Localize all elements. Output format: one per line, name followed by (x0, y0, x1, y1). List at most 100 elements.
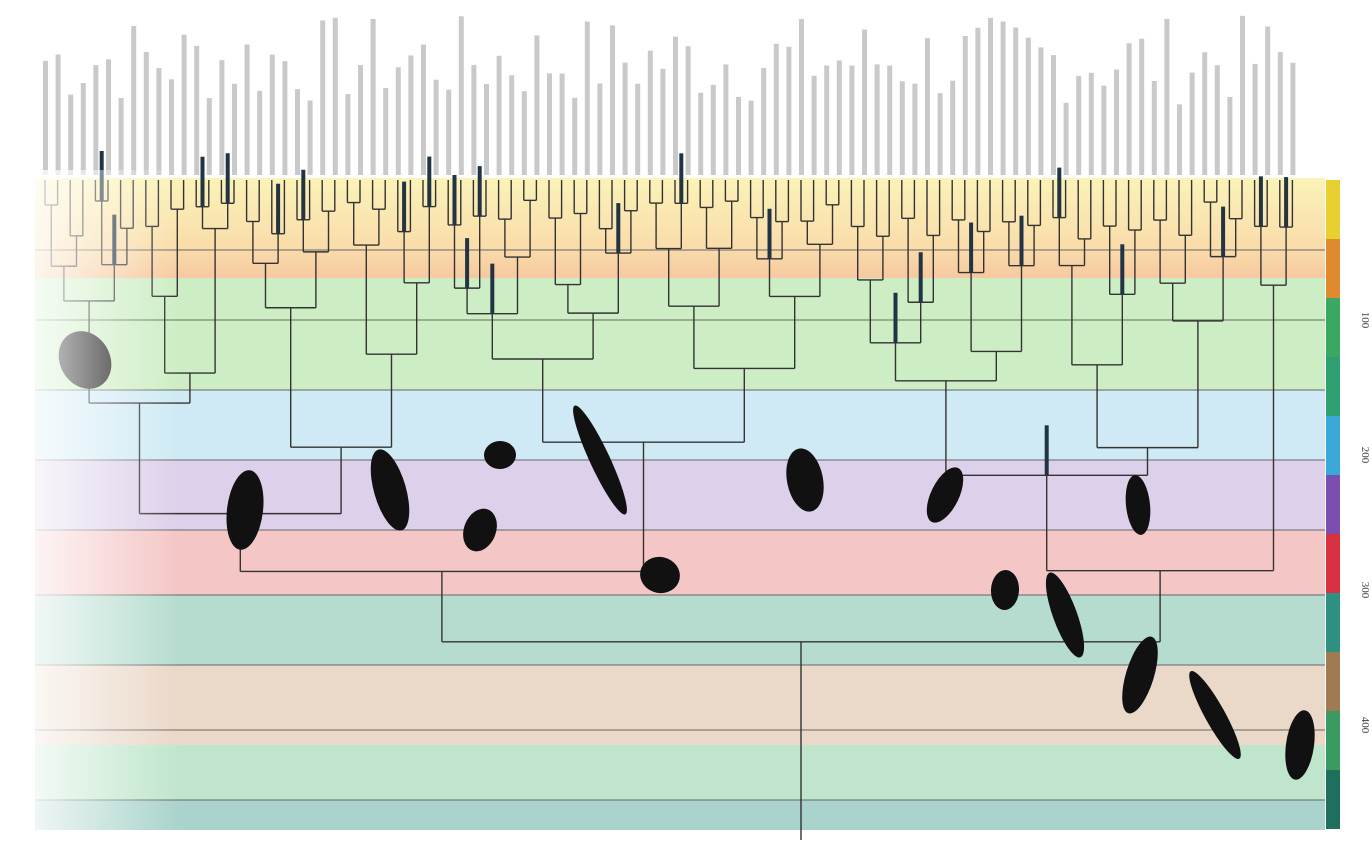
leaf-label (471, 65, 476, 175)
range-bar (894, 293, 898, 343)
range-bar (1020, 216, 1024, 266)
leaf-label (686, 46, 691, 175)
leaf-label (106, 59, 111, 175)
range-bar (679, 153, 683, 203)
range-bar (465, 238, 469, 288)
leaf-label (497, 56, 502, 175)
leaf-label (1265, 26, 1270, 175)
leaf-label (975, 28, 980, 175)
band (35, 530, 1325, 595)
leaf-label (119, 98, 124, 175)
leaf-label (371, 19, 376, 175)
range-bar (768, 209, 772, 259)
range-bar (919, 252, 923, 302)
leaf-label (938, 93, 943, 175)
leaf-label (660, 69, 665, 175)
leaf-label (232, 84, 237, 175)
leaf-label (308, 100, 313, 175)
leaf-label (723, 64, 728, 175)
scale-segment (1326, 357, 1340, 416)
leaf-label (1013, 28, 1018, 175)
leaf-label (245, 45, 250, 175)
scale-segment (1326, 475, 1340, 534)
time-label: 100 (1359, 312, 1371, 329)
scale-segment (1326, 534, 1340, 593)
leaf-label (799, 19, 804, 175)
range-bar (402, 182, 406, 232)
leaf-label (295, 89, 300, 175)
leaf-label (1202, 52, 1207, 175)
leaf-label (736, 97, 741, 175)
leaf-label (207, 98, 212, 175)
leaf-label (534, 35, 539, 175)
leaf-label (837, 60, 842, 175)
leaf-label (1253, 64, 1258, 175)
leaf-label (484, 84, 489, 175)
leaf-label (333, 18, 338, 175)
range-bar (969, 223, 973, 273)
leaf-label (345, 94, 350, 175)
leaf-label (1101, 86, 1106, 175)
leaf-label (1064, 103, 1069, 175)
range-bar (1221, 207, 1225, 257)
leaf-label (900, 81, 905, 175)
leaf-label (56, 55, 61, 175)
leaf-label (988, 18, 993, 175)
leaf-label (81, 83, 86, 175)
leaf-label (219, 60, 224, 175)
scale-segment (1326, 298, 1340, 357)
leaf-label (623, 63, 628, 175)
leaf-label (648, 51, 653, 175)
scale-segment (1326, 180, 1340, 239)
time-label: 400 (1359, 717, 1371, 734)
leaf-label (761, 68, 766, 175)
time-axis: 100 200 300 400 (1359, 312, 1371, 734)
leaf-label (862, 30, 867, 175)
leaf-label (1026, 38, 1031, 175)
band (35, 595, 1325, 665)
leaf-label (1278, 52, 1283, 175)
time-scale-bar (1326, 180, 1340, 829)
leaf-label (434, 80, 439, 175)
left-fade (0, 170, 180, 840)
leaf-label (610, 25, 615, 175)
band (35, 745, 1325, 800)
leaf-label (925, 38, 930, 175)
leaf-label (547, 73, 552, 175)
leaf-label (194, 46, 199, 175)
leaf-label (849, 66, 854, 175)
time-label: 200 (1359, 447, 1371, 464)
leaf-label (522, 91, 527, 175)
band (35, 390, 1325, 460)
leaf-label (1190, 73, 1195, 175)
scale-segment (1326, 711, 1340, 770)
leaf-label (774, 44, 779, 175)
range-bar (1284, 177, 1288, 227)
leaf-label (1139, 39, 1144, 175)
leaf-label (408, 55, 413, 175)
range-bar (616, 203, 620, 253)
leaf-label (585, 22, 590, 175)
leaf-label (1164, 19, 1169, 175)
leaf-label (597, 84, 602, 175)
leaf-label (320, 20, 325, 175)
scale-segment (1326, 239, 1340, 298)
leaf-label (282, 61, 287, 175)
range-bar (226, 153, 230, 203)
range-bar (276, 184, 280, 234)
band (35, 800, 1325, 830)
leaf-label (1240, 16, 1245, 175)
range-bar (1259, 176, 1263, 226)
leaf-label (182, 35, 187, 175)
leaf-label (698, 93, 703, 175)
leaf-label (635, 84, 640, 175)
leaf-label (912, 84, 917, 175)
leaf-label (950, 81, 955, 175)
leaf-label (257, 91, 262, 175)
leaf-label (1215, 65, 1220, 175)
leaf-label (1051, 55, 1056, 175)
leaf-label (875, 64, 880, 175)
time-label: 300 (1359, 582, 1371, 599)
leaf-label (711, 85, 716, 175)
range-bar (201, 157, 205, 207)
